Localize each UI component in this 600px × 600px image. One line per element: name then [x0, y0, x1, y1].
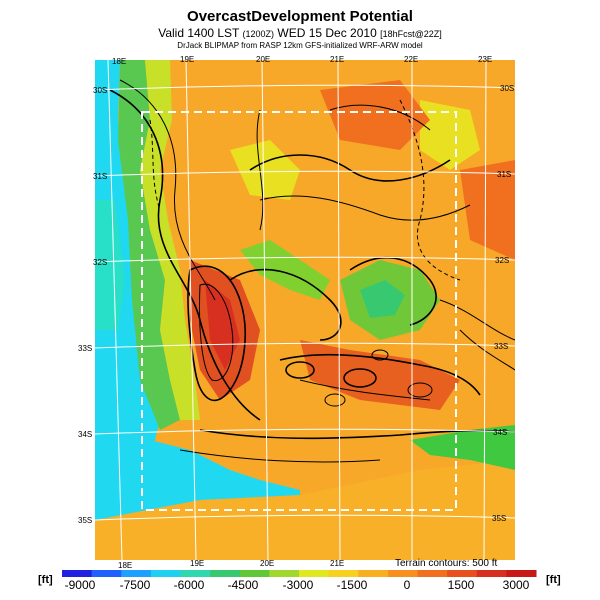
- terrain-contours: [109, 79, 515, 463]
- lon-top-1: 19E: [180, 55, 194, 64]
- legend-tick-2: -6000: [173, 578, 205, 592]
- southeast-green: [410, 425, 515, 470]
- yellow-zone-north: [230, 140, 300, 200]
- legend-tick-7: 1500: [447, 578, 475, 592]
- legend-swatch: [358, 570, 389, 577]
- east-green-inner: [360, 280, 405, 318]
- model-credit: DrJack BLIPMAP from RASP 12km GFS-initia…: [177, 41, 423, 50]
- legend-swatch: [387, 570, 419, 577]
- lon-bottom-1: 19E: [190, 559, 204, 568]
- lat-left-4: 34S: [78, 430, 92, 439]
- valid-zulu: (1200Z): [242, 29, 275, 39]
- lon-bottom-0: 18E: [118, 561, 132, 570]
- lat-right-0: 30S: [500, 84, 514, 93]
- lon-bottom-2: 20E: [260, 559, 274, 568]
- lon-top-5: 23E: [478, 55, 492, 64]
- legend-swatch: [121, 570, 152, 577]
- legend-swatch: [506, 570, 537, 577]
- legend-swatch: [180, 570, 211, 577]
- graticule: [95, 60, 515, 560]
- central-green: [240, 240, 330, 300]
- legend-tick-4: -3000: [282, 578, 314, 592]
- valid-date: WED 15 Dec 2010: [277, 26, 377, 40]
- legend-swatch: [150, 570, 182, 577]
- header: OvercastDevelopment Potential Valid 1400…: [0, 8, 600, 51]
- lat-right-3: 33S: [494, 342, 508, 351]
- lon-bottom-3: 21E: [330, 559, 344, 568]
- legend-tick-3: -4500: [227, 578, 259, 592]
- legend-tick-1: -7500: [119, 578, 151, 592]
- color-legend: [62, 570, 537, 577]
- coast-green: [118, 60, 180, 430]
- legend-swatch: [210, 570, 241, 577]
- lon-top-3: 21E: [330, 55, 344, 64]
- lat-right-4: 34S: [493, 428, 507, 437]
- lat-right-1: 31S: [497, 170, 511, 179]
- legend-tick-6: 0: [403, 578, 411, 592]
- high-zone-east: [300, 340, 460, 410]
- lat-left-1: 31S: [93, 172, 107, 181]
- legend-swatch: [328, 570, 359, 577]
- legend-swatch: [417, 570, 448, 577]
- yellow-zone-east: [420, 100, 480, 170]
- chart-title: OvercastDevelopment Potential: [187, 8, 413, 25]
- forecast-tag: [18hFcst@22Z]: [380, 29, 442, 39]
- legend-swatch: [62, 570, 93, 577]
- valid-time-line: Valid 1400 LST (1200Z) WED 15 Dec 2010 […: [0, 26, 600, 41]
- lat-left-2: 32S: [93, 258, 107, 267]
- valid-label: Valid 1400 LST: [158, 26, 240, 40]
- axis-labels: 18E 19E 20E 21E 22E 23E 18E 19E 20E 21E …: [78, 55, 514, 570]
- legend-swatch: [447, 570, 478, 577]
- lon-top-0: 18E: [112, 57, 126, 66]
- coast-yellow: [140, 60, 200, 420]
- high-zone-north: [320, 80, 430, 150]
- lon-top-4: 22E: [404, 55, 418, 64]
- legend-unit-left: [ft]: [38, 574, 53, 586]
- legend-swatch: [239, 570, 270, 577]
- map-field: [95, 60, 515, 560]
- inner-domain-box: [141, 111, 457, 511]
- lat-right-2: 32S: [495, 256, 509, 265]
- lat-left-0: 30S: [93, 86, 107, 95]
- legend-tick-8: 3000: [502, 578, 530, 592]
- legend-tick-5: -1500: [336, 578, 368, 592]
- legend-swatch: [476, 570, 507, 577]
- terrain-note: Terrain contours: 500 ft: [395, 558, 498, 569]
- lat-right-5: 35S: [492, 514, 506, 523]
- legend-swatch: [299, 570, 330, 577]
- high-zone-red: [205, 280, 240, 370]
- ocean-deep: [95, 200, 125, 330]
- legend-tick-0: -9000: [64, 578, 96, 592]
- lon-top-2: 20E: [256, 55, 270, 64]
- legend-unit-right: [ft]: [546, 574, 561, 586]
- lat-left-3: 33S: [78, 344, 92, 353]
- legend-swatch: [91, 570, 122, 577]
- legend-swatch: [269, 570, 300, 577]
- high-zone-ne: [460, 160, 515, 260]
- lat-left-5: 35S: [78, 516, 92, 525]
